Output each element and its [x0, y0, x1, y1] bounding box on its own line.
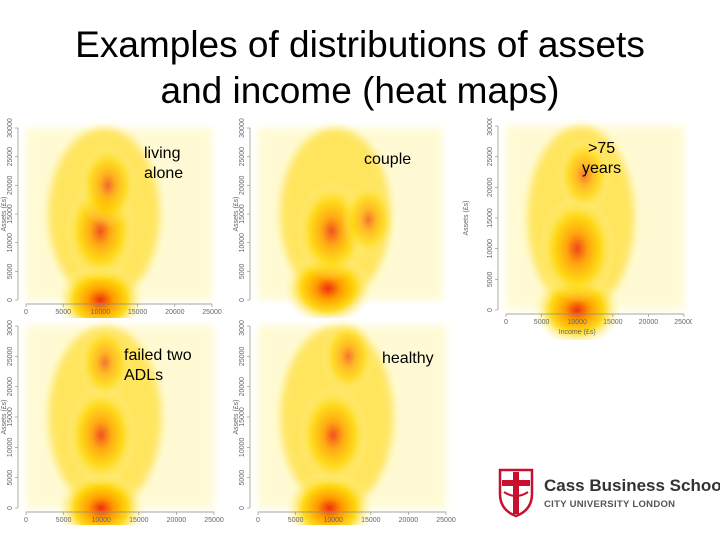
label-healthy: healthy — [382, 350, 434, 367]
label-over-75-line1: >75 — [587, 140, 616, 157]
x-tick-label: 25000 — [436, 517, 456, 524]
heatmap-hotspot — [538, 194, 616, 303]
y-tick-label: 25000 — [7, 346, 14, 366]
label-failed-two: failed two — [124, 347, 192, 364]
y-axis-label: Assets (£s) — [1, 399, 8, 434]
y-tick-label: 20000 — [7, 377, 14, 397]
x-tick-label: 15000 — [128, 309, 148, 316]
x-tick-label: 25000 — [202, 309, 222, 316]
x-tick-label: 20000 — [167, 517, 187, 524]
y-tick-label: 25000 — [487, 147, 494, 167]
y-tick-label: 0 — [239, 298, 246, 302]
heatmap-hotspot — [65, 385, 137, 486]
y-tick-label: 5000 — [239, 470, 246, 486]
label-living: living — [144, 145, 181, 162]
x-tick-label: 20000 — [165, 309, 185, 316]
x-tick-label: 0 — [256, 517, 260, 524]
y-tick-label: 30000 — [239, 320, 246, 336]
x-tick-label: 10000 — [91, 309, 111, 316]
y-tick-label: 5000 — [7, 470, 14, 486]
slide-title: Examples of distributions of assets and … — [0, 22, 720, 114]
y-tick-label: 15000 — [487, 208, 494, 228]
heatmap-hotspot — [557, 137, 612, 213]
x-tick-label: 5000 — [534, 319, 550, 326]
x-tick-label: 10000 — [323, 517, 343, 524]
heatmap-living-alone: 0 5000 10000 15000 20000 25000 30000 Assets (£s… — [1, 118, 222, 318]
heatmap-healthy: 0 5000 10000 15000 20000 25000 30000 Assets (£s… — [233, 320, 456, 525]
y-tick-label: 10000 — [487, 239, 494, 259]
y-tick-label: 0 — [487, 308, 494, 312]
y-tick-label: 10000 — [239, 437, 246, 457]
y-tick-label: 30000 — [7, 118, 14, 138]
title-line-1: Examples of distributions of assets — [75, 24, 645, 65]
y-tick-label: 5000 — [7, 263, 14, 279]
label-failed-adls: failed two ADLs — [124, 346, 192, 386]
heatmap-hotspot — [56, 263, 145, 318]
x-tick-label: 15000 — [603, 319, 623, 326]
x-tick-label: 5000 — [55, 309, 71, 316]
y-tick-label: 30000 — [7, 320, 14, 336]
y-axis-label: Assets (£s) — [233, 399, 240, 434]
label-over-75-line2: years — [582, 160, 622, 177]
y-axis-label: Assets (£s) — [233, 196, 240, 231]
y-tick-label: 15000 — [239, 204, 246, 224]
x-tick-label: 0 — [504, 319, 508, 326]
label-couple: couple — [364, 151, 412, 168]
y-tick-label: 10000 — [239, 233, 246, 253]
y-tick-label: 20000 — [239, 175, 246, 195]
x-tick-label: 15000 — [361, 517, 381, 524]
label-over-75: >75 years — [582, 139, 621, 179]
x-tick-label: 20000 — [639, 319, 659, 326]
logo-subtitle: CITY UNIVERSITY LONDON — [544, 499, 676, 510]
label-adls: ADLs — [124, 367, 164, 384]
logo-name: Cass Business School — [544, 476, 720, 495]
x-tick-label: 10000 — [91, 517, 111, 524]
x-tick-label: 15000 — [129, 517, 149, 524]
y-tick-label: 20000 — [7, 175, 14, 195]
x-tick-label: 5000 — [56, 517, 72, 524]
y-tick-label: 20000 — [487, 177, 494, 197]
y-tick-label: 15000 — [7, 407, 14, 427]
label-alone: alone — [144, 165, 184, 182]
cass-logo: Cass Business School CITY UNIVERSITY LON… — [496, 466, 720, 522]
x-tick-label: 25000 — [204, 517, 224, 524]
x-tick-label: 10000 — [567, 319, 587, 326]
heatmap-couple: 0 5000 10000 15000 20000 25000 30000 Assets (£s… — [233, 118, 442, 318]
y-axis-label: Assets (£s) — [463, 200, 470, 235]
y-tick-label: 15000 — [7, 204, 14, 224]
y-tick-label: 0 — [239, 506, 246, 510]
heatmap-hotspot — [78, 143, 138, 228]
y-tick-label: 10000 — [7, 437, 14, 457]
label-living-alone: living alone — [144, 144, 183, 184]
x-axis-label: Income (£s) — [559, 329, 596, 336]
x-tick-label: 20000 — [399, 517, 419, 524]
y-tick-label: 25000 — [239, 346, 246, 366]
y-tick-label: 25000 — [7, 147, 14, 167]
y-axis-label: Assets (£s) — [1, 196, 8, 231]
crest-icon — [498, 468, 534, 518]
title-line-2: and income (heat maps) — [160, 70, 560, 111]
x-tick-label: 0 — [24, 309, 28, 316]
heatmap-over-75: 0 5000 10000 15000 20000 25000 30000 Assets (£s… — [463, 118, 692, 340]
y-tick-label: 0 — [7, 298, 14, 302]
heatmap-hotspot — [78, 324, 132, 401]
x-tick-label: 0 — [24, 517, 28, 524]
x-tick-label: 25000 — [674, 319, 692, 326]
y-tick-label: 10000 — [7, 233, 14, 253]
x-tick-label: 5000 — [288, 517, 304, 524]
y-tick-label: 25000 — [239, 147, 246, 167]
heatmap-hotspot — [297, 385, 369, 486]
y-tick-label: 15000 — [239, 407, 246, 427]
heatmap-hotspot — [321, 320, 376, 395]
y-tick-label: 30000 — [487, 118, 494, 136]
y-tick-label: 5000 — [239, 263, 246, 279]
y-tick-label: 5000 — [487, 271, 494, 287]
heatmap-hotspot — [341, 181, 396, 258]
y-tick-label: 0 — [7, 506, 14, 510]
y-tick-label: 30000 — [239, 118, 246, 138]
heatmap-failed-adls: 0 5000 10000 15000 20000 25000 30000 Assets (£s… — [1, 320, 224, 525]
y-tick-label: 20000 — [239, 377, 246, 397]
